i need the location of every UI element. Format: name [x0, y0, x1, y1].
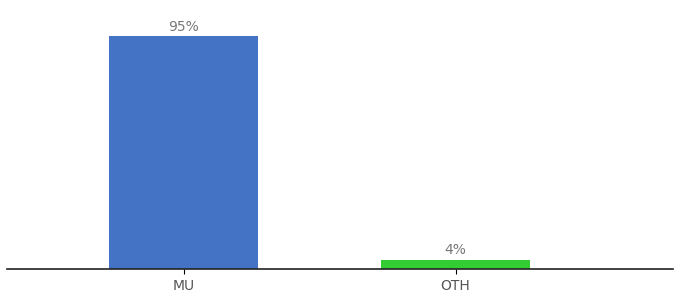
- Text: 95%: 95%: [168, 20, 199, 34]
- Bar: [109, 36, 258, 269]
- Bar: [381, 260, 530, 269]
- Text: 4%: 4%: [445, 243, 466, 257]
